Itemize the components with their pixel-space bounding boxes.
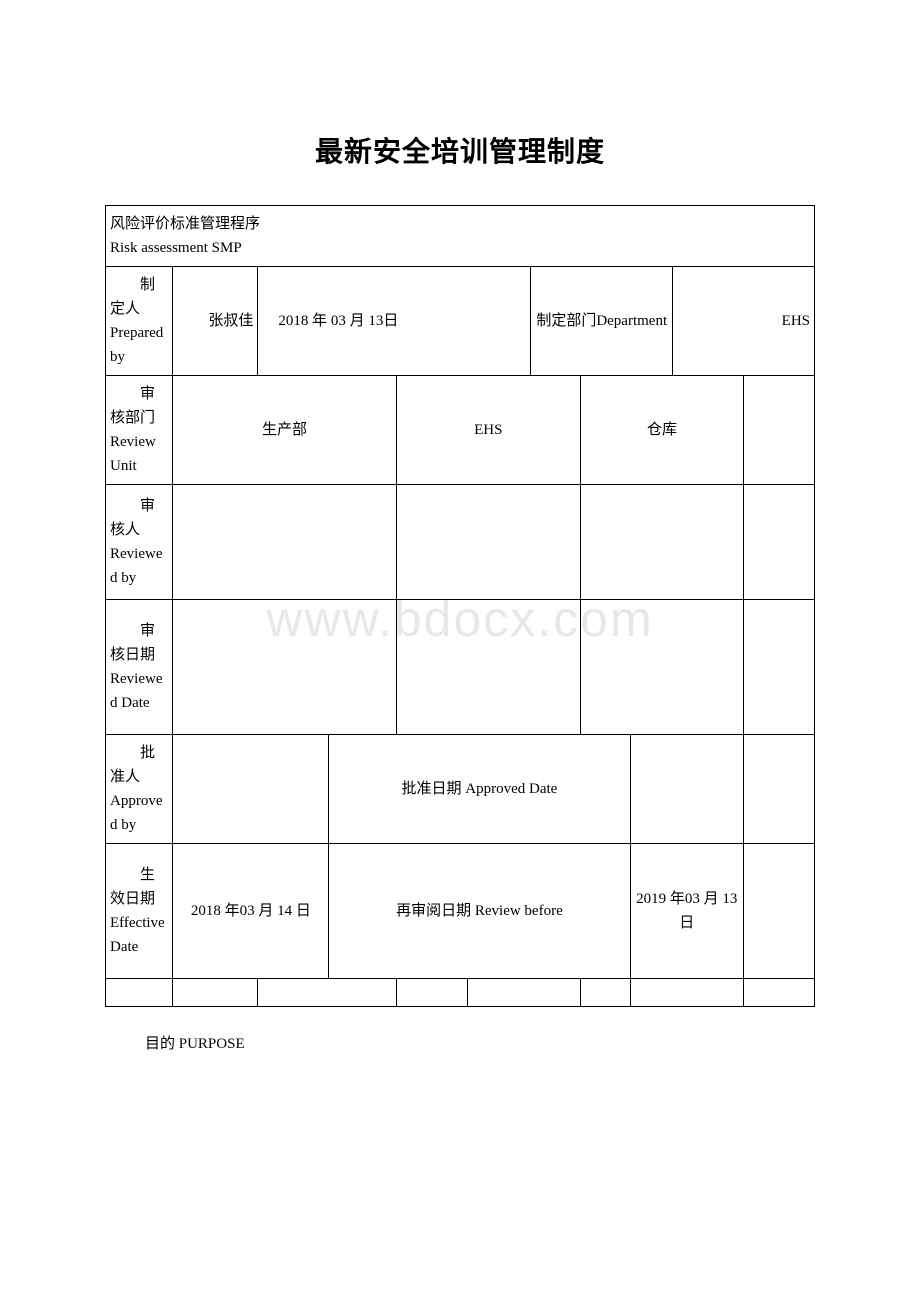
review-unit-3: 仓库 (580, 376, 743, 485)
prepared-by-value: 张叔佳 (173, 267, 258, 376)
header-line-2: Risk assessment SMP (110, 236, 810, 260)
approved-date-label: 批准日期 Approved Date (329, 735, 630, 844)
review-unit-empty (744, 376, 815, 485)
reviewed-by-row: 审核人Reviewed by (106, 485, 815, 600)
reviewed-by-label: 审核人Reviewed by (106, 485, 173, 600)
empty-cell-5 (467, 979, 580, 1007)
header-cell: 风险评价标准管理程序 Risk assessment SMP (106, 206, 815, 267)
approved-by-value (173, 735, 329, 844)
empty-cell-6 (580, 979, 630, 1007)
reviewed-by-empty (744, 485, 815, 600)
review-unit-label: 审核部门Review Unit (106, 376, 173, 485)
prepared-by-row: 制定人Prepared by 张叔佳 2018 年 03 月 13日 制定部门D… (106, 267, 815, 376)
reviewed-date-1 (173, 600, 396, 735)
purpose-heading: 目的 PURPOSE (105, 1032, 815, 1053)
approved-empty (744, 735, 815, 844)
approved-by-label: 批准人Approved by (106, 735, 173, 844)
reviewed-by-2 (396, 485, 580, 600)
reviewed-by-1 (173, 485, 396, 600)
header-row: 风险评价标准管理程序 Risk assessment SMP (106, 206, 815, 267)
effective-date-label: 生效日期Effective Date (106, 844, 173, 979)
empty-cell-7 (630, 979, 743, 1007)
document-content: 最新安全培训管理制度 风险评价标准管理程序 Risk assessment SM… (105, 130, 815, 1053)
review-unit-2: EHS (396, 376, 580, 485)
empty-cell-4 (396, 979, 467, 1007)
reviewed-date-empty (744, 600, 815, 735)
effective-date-row: 生效日期Effective Date 2018 年03 月 14 日 再审阅日期… (106, 844, 815, 979)
reviewed-date-label: 审核日期Reviewed Date (106, 600, 173, 735)
review-before-value: 2019 年03 月 13 日 (630, 844, 743, 979)
reviewed-by-3 (580, 485, 743, 600)
effective-date-value: 2018 年03 月 14 日 (173, 844, 329, 979)
reviewed-date-3 (580, 600, 743, 735)
approved-date-value (630, 735, 743, 844)
empty-cell-2 (173, 979, 258, 1007)
empty-cell-1 (106, 979, 173, 1007)
reviewed-date-row: 审核日期Reviewed Date (106, 600, 815, 735)
effective-empty (744, 844, 815, 979)
review-before-label: 再审阅日期 Review before (329, 844, 630, 979)
review-unit-1: 生产部 (173, 376, 396, 485)
prepared-by-label: 制定人Prepared by (106, 267, 173, 376)
empty-cell-8 (744, 979, 815, 1007)
approval-table: 风险评价标准管理程序 Risk assessment SMP 制定人Prepar… (105, 205, 815, 1007)
header-line-1: 风险评价标准管理程序 (110, 212, 810, 236)
document-title: 最新安全培训管理制度 (105, 130, 815, 170)
department-label: 制定部门Department (531, 267, 673, 376)
approved-by-row: 批准人Approved by 批准日期 Approved Date (106, 735, 815, 844)
reviewed-date-2 (396, 600, 580, 735)
review-unit-row: 审核部门Review Unit 生产部 EHS 仓库 (106, 376, 815, 485)
prepared-date-value: 2018 年 03 月 13日 (258, 267, 531, 376)
department-value: EHS (673, 267, 815, 376)
empty-cell-3 (258, 979, 396, 1007)
empty-bottom-row (106, 979, 815, 1007)
